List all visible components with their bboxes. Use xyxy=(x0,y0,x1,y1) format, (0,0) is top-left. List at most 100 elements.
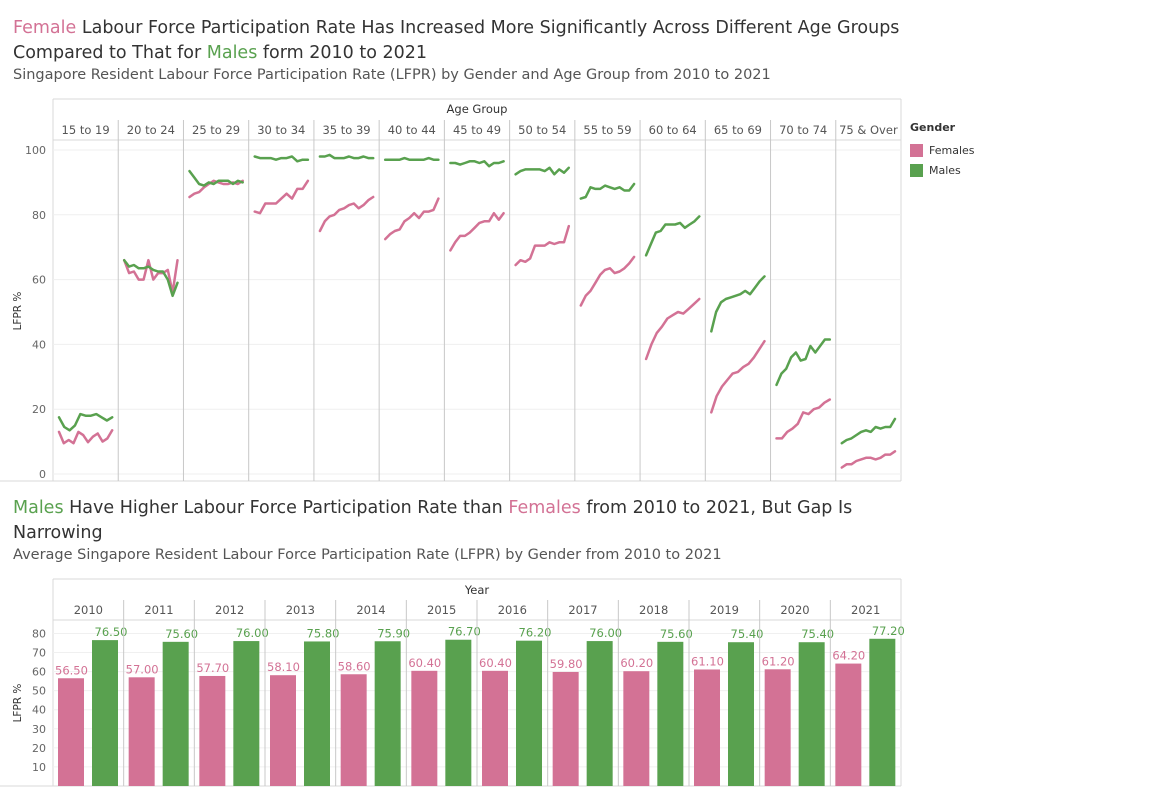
data-label-females: 57.00 xyxy=(126,662,159,676)
series-line-females xyxy=(710,339,766,414)
chart2-title-part-3: from 2010 to 2021, But Gap Is Narrowing xyxy=(13,498,853,543)
age-group-label: 65 to 69 xyxy=(714,123,762,137)
year-label: 2016 xyxy=(498,603,527,617)
age-group-label: 55 to 59 xyxy=(583,123,631,137)
year-label: 2015 xyxy=(427,603,456,617)
data-label-males: 76.00 xyxy=(589,626,622,640)
bar-males xyxy=(162,641,189,786)
bar-females xyxy=(552,671,579,786)
series-line-males xyxy=(775,338,832,387)
y-tick-label: 100 xyxy=(25,144,46,157)
y-tick-label: 20 xyxy=(32,742,46,755)
legend-item-females[interactable]: Females xyxy=(910,140,975,160)
chart1-title: Female Labour Force Participation Rate H… xyxy=(13,16,913,66)
series-line-females xyxy=(57,429,114,445)
series-line-males xyxy=(253,155,310,163)
data-label-females: 60.40 xyxy=(408,656,441,670)
year-label: 2014 xyxy=(356,603,385,617)
bar-males xyxy=(92,640,118,786)
bar-females xyxy=(270,675,296,786)
series-line-females xyxy=(840,450,897,469)
data-label-females: 58.10 xyxy=(267,660,300,674)
bar-females xyxy=(128,677,155,786)
y-tick-label: 80 xyxy=(32,209,46,222)
year-label: 2010 xyxy=(74,603,103,617)
year-header: Year xyxy=(464,583,490,597)
y-tick-label: 80 xyxy=(32,627,46,640)
year-label: 2018 xyxy=(639,603,668,617)
bar-females xyxy=(482,670,508,786)
y-tick-label: 20 xyxy=(32,403,46,416)
series-line-females xyxy=(318,195,375,233)
bar-females xyxy=(623,671,650,786)
age-group-label: 60 to 64 xyxy=(649,123,697,137)
series-line-females xyxy=(514,224,571,267)
bar-males xyxy=(374,641,401,786)
chart1-subtitle: Singapore Resident Labour Force Particip… xyxy=(13,67,771,83)
bar-males xyxy=(445,639,472,786)
y-tick-label: 60 xyxy=(32,274,46,287)
legend-item-males[interactable]: Males xyxy=(910,160,975,180)
legend-label-females: Females xyxy=(929,143,975,157)
y-tick-label: 50 xyxy=(32,685,46,698)
chart1-title-part-1: Labour Force Participation Rate Has Incr… xyxy=(13,18,900,63)
data-label-females: 59.80 xyxy=(550,657,583,671)
data-label-males: 75.60 xyxy=(165,627,198,641)
legend-swatch-females xyxy=(910,143,923,157)
year-label: 2013 xyxy=(286,603,315,617)
data-label-females: 64.20 xyxy=(832,649,865,663)
data-label-males: 76.50 xyxy=(95,625,128,639)
age-group-label: 35 to 39 xyxy=(322,123,370,137)
series-line-females xyxy=(775,398,832,440)
series-line-females xyxy=(253,179,310,215)
data-label-males: 77.20 xyxy=(872,624,905,638)
y-tick-label: 30 xyxy=(32,723,46,736)
age-group-label: 45 to 49 xyxy=(453,123,501,137)
bar-males xyxy=(586,641,613,786)
data-label-females: 60.40 xyxy=(479,656,512,670)
series-line-females xyxy=(579,255,636,307)
data-label-males: 76.00 xyxy=(236,626,269,640)
y-tick-label: 10 xyxy=(32,761,46,774)
age-group-label: 30 to 34 xyxy=(257,123,305,137)
data-label-females: 60.20 xyxy=(620,656,653,670)
series-line-females xyxy=(383,197,440,241)
series-line-males xyxy=(122,258,179,298)
bar-females xyxy=(58,678,84,786)
chart1-title-part-2: Males xyxy=(206,43,258,63)
data-label-females: 57.70 xyxy=(196,661,229,675)
age-group-header: Age Group xyxy=(447,102,508,116)
bar-females xyxy=(340,674,367,786)
year-label: 2019 xyxy=(710,603,739,617)
series-line-males xyxy=(579,182,636,200)
gender-legend: Gender Females Males xyxy=(910,121,975,180)
age-group-label: 70 to 74 xyxy=(779,123,827,137)
bar-males xyxy=(657,641,684,786)
age-group-label: 20 to 24 xyxy=(127,123,175,137)
data-label-males: 75.80 xyxy=(307,626,340,640)
series-line-males xyxy=(840,417,897,445)
series-line-males xyxy=(514,166,571,176)
chart1-line-chart: Age Group 0 20 40 60 80 100 LFPR % 15 to 19 20 to… xyxy=(0,98,902,482)
series-line-males xyxy=(57,412,114,432)
bar-males xyxy=(728,642,754,786)
bar-females xyxy=(764,669,791,786)
y-tick-label: 60 xyxy=(32,666,46,679)
chart2-title: Males Have Higher Labour Force Participa… xyxy=(13,496,873,546)
chart1-title-part-3: form 2010 to 2021 xyxy=(257,43,428,63)
y-tick-label: 40 xyxy=(32,338,46,351)
age-group-label: 50 to 54 xyxy=(518,123,566,137)
series-line-females xyxy=(449,211,505,252)
data-label-males: 75.60 xyxy=(660,627,693,641)
y-axis-label: LFPR % xyxy=(12,684,24,723)
year-label: 2020 xyxy=(780,603,809,617)
y-tick-label: 0 xyxy=(39,468,46,481)
year-label: 2017 xyxy=(568,603,597,617)
series-line-males xyxy=(188,169,244,187)
series-line-males xyxy=(710,275,766,333)
bar-females xyxy=(199,675,226,786)
y-tick-label: 40 xyxy=(32,704,46,717)
data-label-males: 76.20 xyxy=(519,626,552,640)
legend-label-males: Males xyxy=(929,163,961,177)
legend-swatch-males xyxy=(910,163,923,177)
